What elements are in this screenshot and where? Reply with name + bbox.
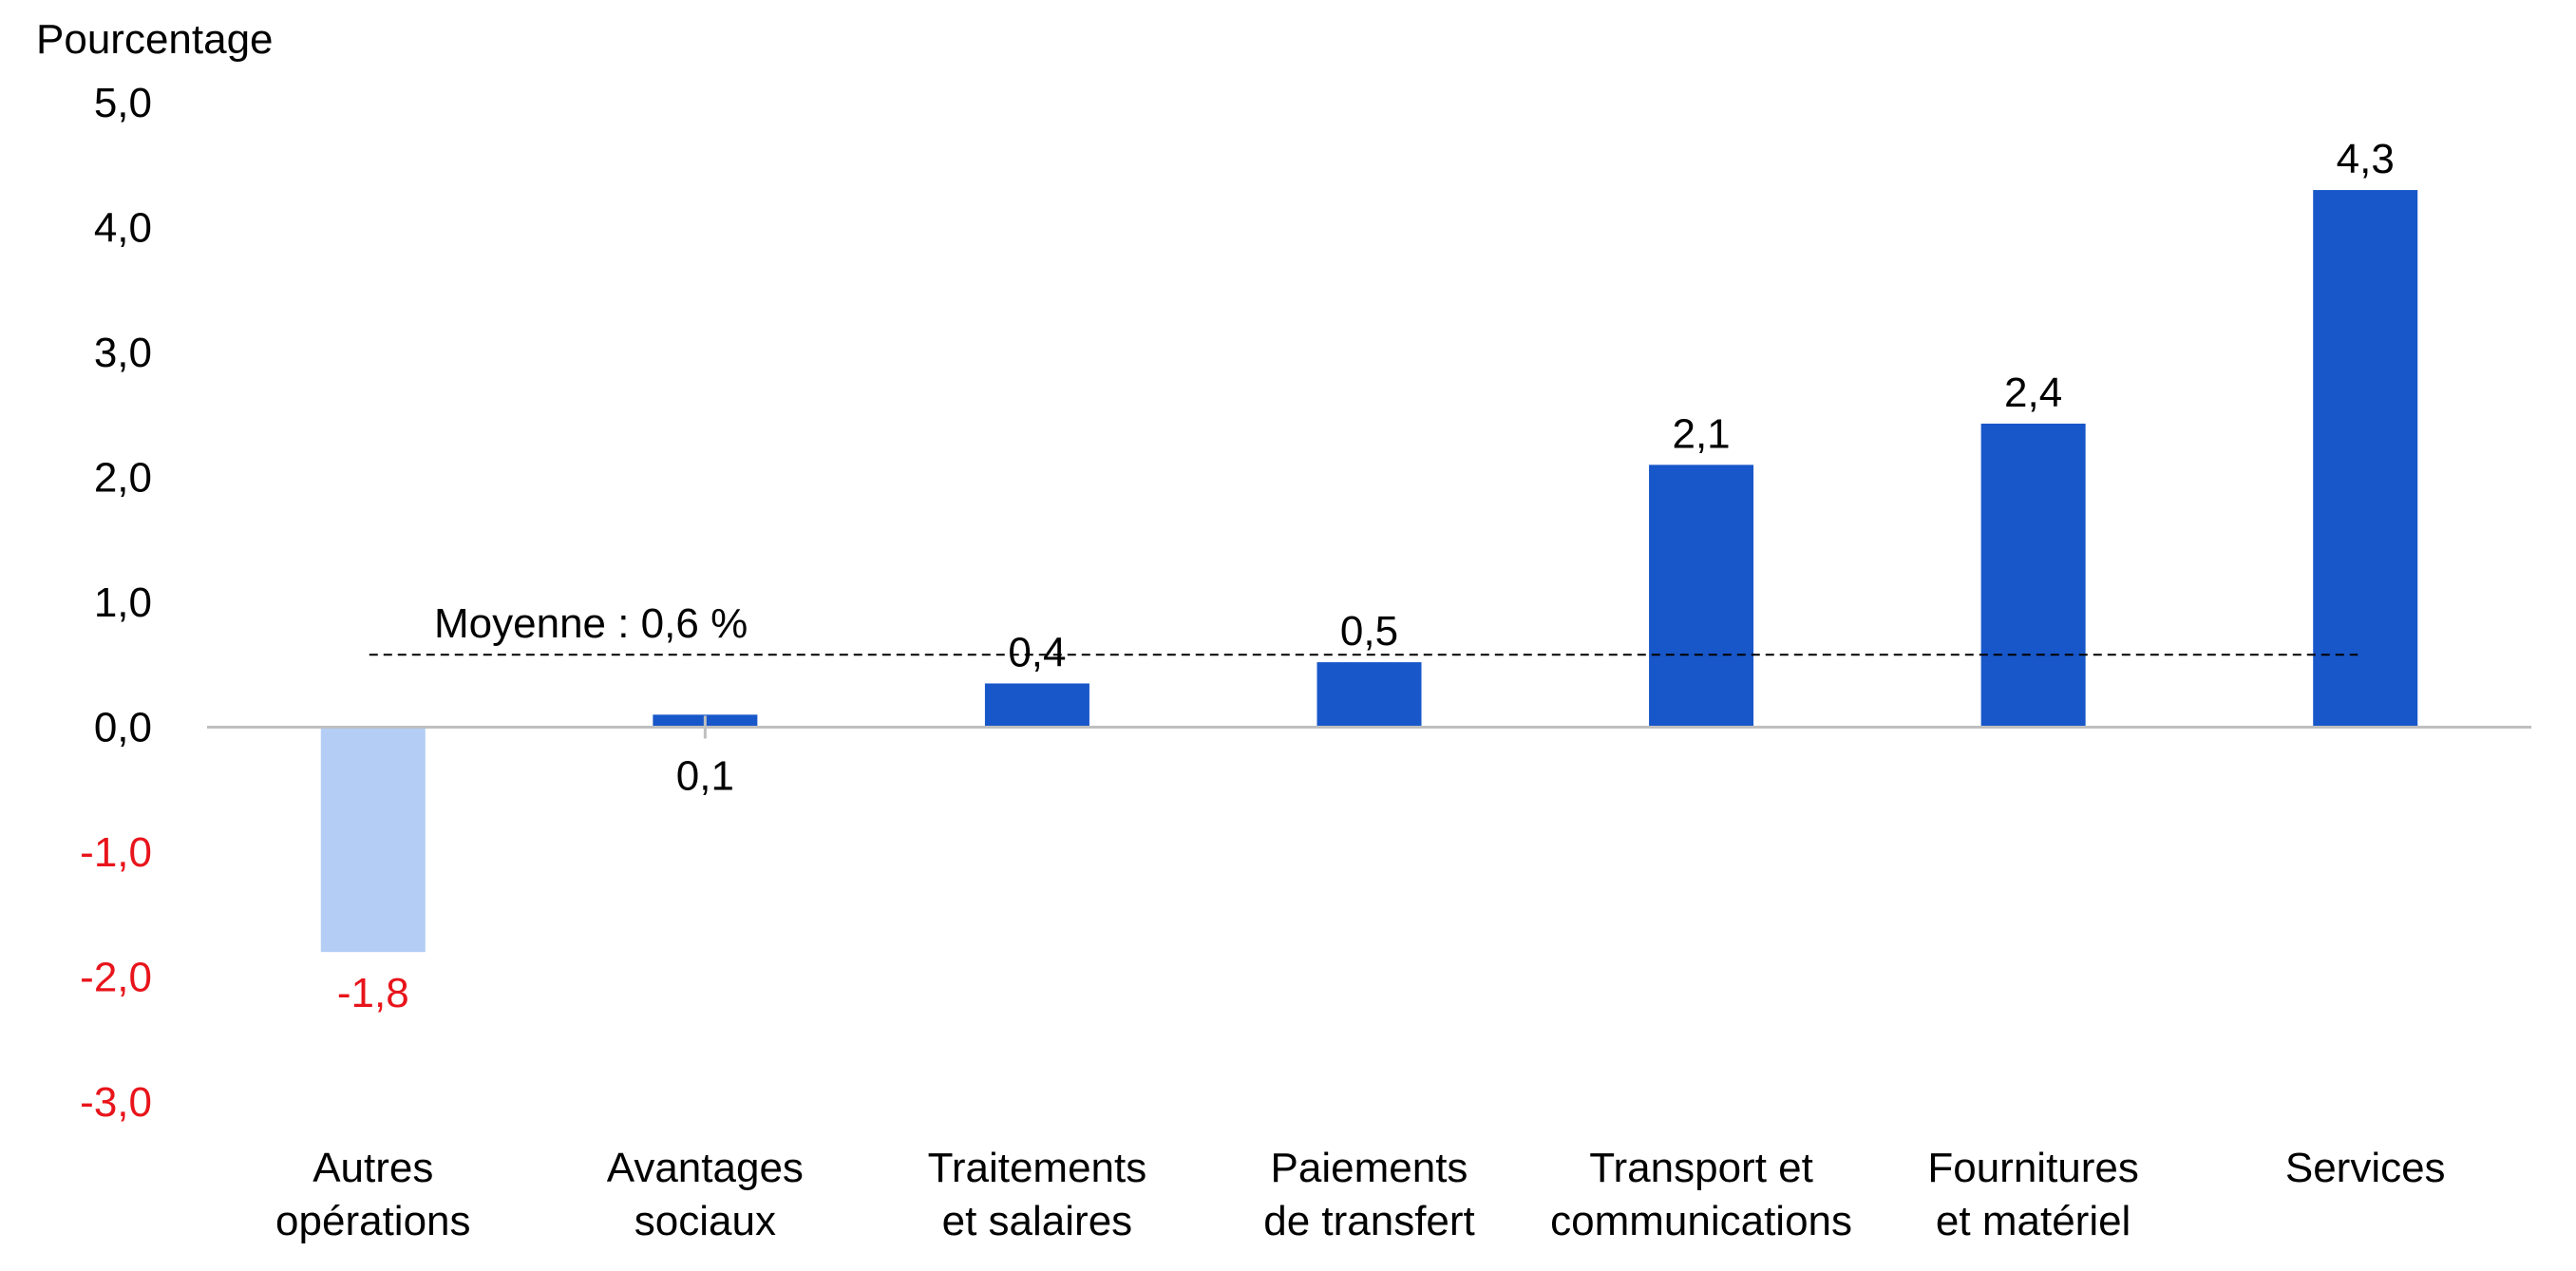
category-label-line: Paiements bbox=[1271, 1145, 1468, 1191]
y-tick-label: 4,0 bbox=[94, 205, 152, 252]
average-reference: Moyenne : 0,6 % bbox=[369, 600, 2358, 656]
category-label-line: de transfert bbox=[1263, 1198, 1475, 1244]
category-label-line: communications bbox=[1550, 1198, 1852, 1244]
x-axis-categories: Autres opérations Avantages sociaux Traiteme… bbox=[275, 1145, 2446, 1244]
category-label-line: Services bbox=[2285, 1145, 2446, 1191]
y-tick-label: 1,0 bbox=[94, 579, 152, 626]
category-label: Avantages sociaux bbox=[607, 1145, 804, 1244]
data-label: 0,4 bbox=[1008, 629, 1066, 675]
y-axis-title: Pourcentage bbox=[36, 16, 274, 63]
category-label-line: Autres bbox=[313, 1145, 433, 1191]
data-label: 4,3 bbox=[2337, 136, 2395, 182]
data-label: 0,5 bbox=[1340, 608, 1398, 654]
category-label-line: Transport et bbox=[1589, 1145, 1813, 1191]
y-tick-label: 3,0 bbox=[94, 330, 152, 376]
y-tick-label: -2,0 bbox=[80, 955, 152, 1001]
y-tick-label: 2,0 bbox=[94, 455, 152, 502]
bar bbox=[1980, 423, 2086, 728]
bar bbox=[320, 727, 426, 953]
category-label-line: et matériel bbox=[1936, 1198, 2131, 1244]
y-axis-ticks: 5,0 4,0 3,0 2,0 1,0 0,0 -1,0 -2,0 -3,0 bbox=[80, 80, 152, 1126]
bar bbox=[2313, 190, 2418, 728]
zero-axis bbox=[207, 715, 2531, 739]
data-label: 2,4 bbox=[2004, 370, 2062, 416]
y-tick-label: 0,0 bbox=[94, 705, 152, 751]
y-tick-label: -3,0 bbox=[80, 1079, 152, 1126]
category-label-line: et salaires bbox=[942, 1198, 1133, 1244]
bar bbox=[1316, 662, 1422, 728]
data-label: 2,1 bbox=[1672, 410, 1730, 457]
category-label-line: opérations bbox=[275, 1198, 470, 1244]
category-label-line: Avantages bbox=[607, 1145, 804, 1191]
category-label-line: sociaux bbox=[635, 1198, 776, 1244]
category-label: Fournitures et matériel bbox=[1927, 1145, 2139, 1244]
data-label: 0,1 bbox=[676, 753, 734, 800]
data-labels: -1,8 0,1 0,4 0,5 2,1 2,4 4,3 bbox=[337, 136, 2395, 1016]
category-label: Traitements et salaires bbox=[928, 1145, 1147, 1244]
y-tick-label: -1,0 bbox=[80, 829, 152, 876]
category-label: Autres opérations bbox=[275, 1145, 470, 1244]
category-label: Paiements de transfert bbox=[1263, 1145, 1475, 1244]
bar bbox=[1649, 465, 1754, 728]
category-label-line: Fournitures bbox=[1927, 1145, 2139, 1191]
average-label: Moyenne : 0,6 % bbox=[434, 600, 748, 647]
category-label: Transport et communications bbox=[1550, 1145, 1852, 1244]
category-label: Services bbox=[2285, 1145, 2446, 1191]
y-tick-label: 5,0 bbox=[94, 80, 152, 126]
bars bbox=[320, 190, 2418, 953]
category-label-line: Traitements bbox=[928, 1145, 1147, 1191]
bar bbox=[984, 683, 1089, 728]
data-label: -1,8 bbox=[337, 970, 409, 1016]
